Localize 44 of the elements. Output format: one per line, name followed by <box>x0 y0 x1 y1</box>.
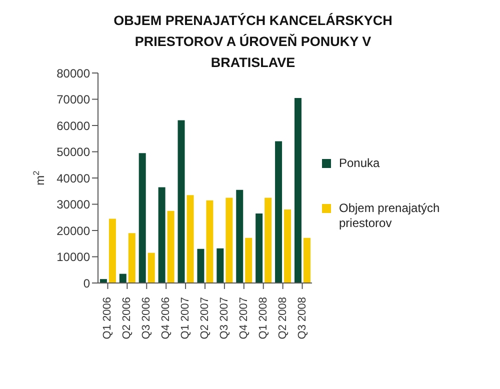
x-tick-label: Q1 2006 <box>102 297 114 340</box>
y-tick-label: 50000 <box>56 145 90 160</box>
x-tick-label: Q2 2008 <box>276 297 289 340</box>
x-tick-label: Q1 2007 <box>180 297 192 340</box>
bar <box>216 248 224 283</box>
y-tick-label: 0 <box>83 276 90 290</box>
x-tick-label: Q3 2008 <box>296 297 308 340</box>
bar <box>275 141 282 283</box>
bar <box>245 238 252 283</box>
y-tick-label: 30000 <box>56 198 90 212</box>
bar <box>197 248 204 283</box>
bar <box>128 233 136 283</box>
bar <box>206 200 214 283</box>
bar <box>284 210 292 283</box>
legend-label: Objem prenajatých priestorov <box>339 200 441 230</box>
legend-label: Ponuka <box>339 156 380 170</box>
y-tick-label: 10000 <box>56 250 90 264</box>
bar <box>264 198 272 283</box>
bar <box>158 187 166 283</box>
bar <box>167 210 174 283</box>
bar <box>186 195 194 283</box>
y-tick-label: 60000 <box>56 118 90 133</box>
bar <box>226 198 233 283</box>
bar <box>119 274 126 283</box>
bar <box>148 252 155 283</box>
bar <box>303 238 310 283</box>
x-tick-label: Q2 2006 <box>121 297 134 340</box>
x-tick-label: Q4 2007 <box>238 297 250 340</box>
x-tick-label: Q3 2006 <box>140 297 153 340</box>
y-tick-label: 40000 <box>56 171 90 186</box>
chart-title: OBJEM PRENAJATÝCH KANCELÁRSKYCH PRIESTOROV A ÚROVEŇ PONUKY V BRATISLAVE <box>112 12 394 72</box>
bar <box>236 190 244 283</box>
y-tick-label: 70000 <box>56 92 90 107</box>
y-tick-label: 20000 <box>56 224 90 238</box>
x-tick-label: Q2 2007 <box>199 297 211 340</box>
bar <box>108 218 116 283</box>
x-tick-label: Q3 2007 <box>218 297 230 340</box>
y-tick-label: 80000 <box>56 66 90 80</box>
bar <box>294 98 302 283</box>
x-tick-label: Q1 2008 <box>257 297 270 340</box>
x-tick-label: Q4 2006 <box>160 297 172 340</box>
bar <box>138 153 146 283</box>
bar <box>256 213 263 283</box>
bar <box>178 120 185 283</box>
